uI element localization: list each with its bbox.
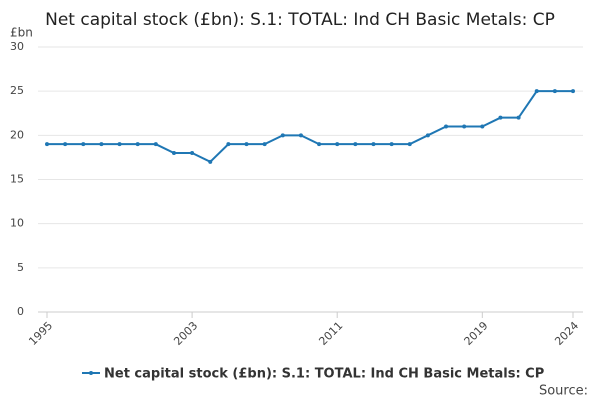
- data-point: [444, 124, 449, 129]
- data-point: [425, 133, 430, 138]
- data-point: [171, 151, 176, 155]
- data-point: [153, 142, 158, 147]
- data-point: [335, 142, 340, 147]
- x-tick-label: 2011: [316, 319, 345, 348]
- y-tick-label: 20: [10, 128, 24, 141]
- data-point: [244, 142, 249, 147]
- data-point: [262, 142, 267, 147]
- series-line: [47, 90, 573, 164]
- data-point: [571, 89, 575, 94]
- y-tick-label: 25: [10, 84, 24, 97]
- y-tick-label: 0: [17, 305, 24, 318]
- data-point: [190, 151, 195, 155]
- x-tick-label: 2019: [462, 319, 491, 348]
- data-point: [534, 89, 539, 94]
- data-point: [480, 124, 485, 129]
- data-point: [462, 124, 467, 129]
- legend-label: Net capital stock (£bn): S.1: TOTAL: Ind…: [104, 367, 544, 382]
- y-tick-label: 10: [10, 217, 24, 230]
- x-tick-label: 2003: [171, 319, 200, 348]
- data-point: [389, 142, 394, 147]
- data-point: [371, 142, 376, 147]
- y-tick-label: 5: [17, 261, 24, 274]
- data-point: [63, 142, 68, 147]
- data-point: [407, 142, 412, 147]
- data-point: [516, 115, 521, 120]
- data-point: [81, 142, 86, 147]
- data-point: [353, 142, 358, 147]
- data-point: [45, 142, 49, 147]
- data-point: [317, 142, 322, 147]
- chart-title: Net capital stock (£bn): S.1: TOTAL: Ind…: [45, 10, 555, 30]
- data-point: [280, 133, 285, 138]
- y-tick-label: 30: [10, 40, 24, 53]
- x-tick-label: 2024: [552, 319, 581, 348]
- data-point: [498, 115, 503, 120]
- y-tick-label: 15: [10, 173, 24, 186]
- data-point: [117, 142, 122, 147]
- y-unit-label: £bn: [10, 26, 33, 40]
- data-point: [135, 142, 140, 147]
- legend-item: Net capital stock (£bn): S.1: TOTAL: Ind…: [82, 367, 544, 382]
- data-point: [226, 142, 231, 147]
- data-point: [208, 159, 213, 164]
- data-point: [552, 89, 557, 94]
- source: Source:: [539, 384, 588, 399]
- x-tick-label: 1995: [26, 319, 55, 348]
- legend-marker: [89, 371, 93, 375]
- data-point: [99, 142, 104, 147]
- data-point: [298, 133, 303, 138]
